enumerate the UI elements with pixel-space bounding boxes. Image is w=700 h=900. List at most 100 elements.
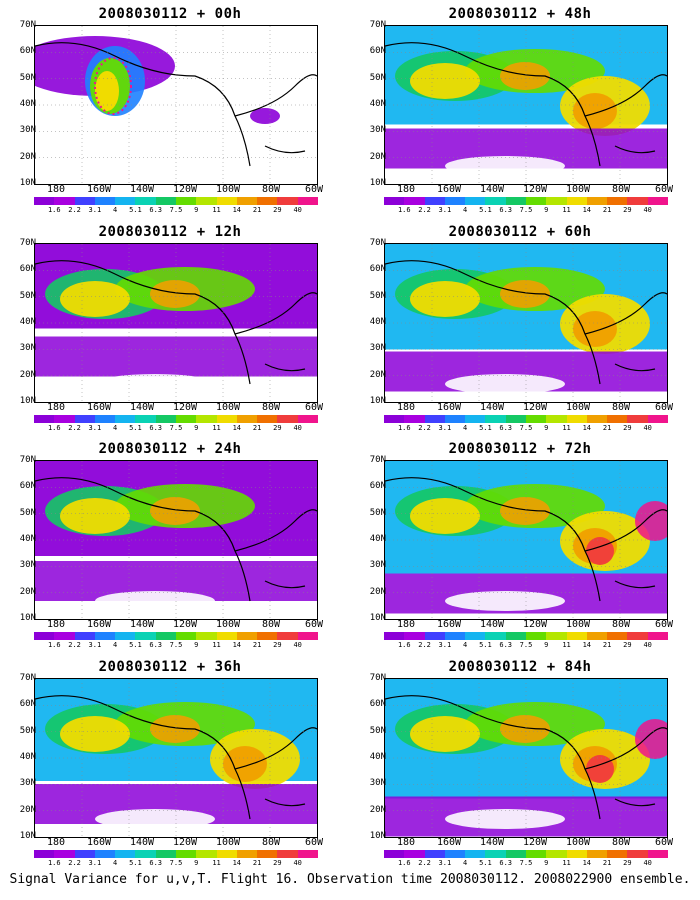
colorbar-label: 3.1	[88, 424, 102, 432]
longitude-tick-label: 60W	[654, 402, 674, 413]
colorbar	[384, 632, 668, 640]
latitude-tick-label: 60N	[369, 699, 386, 710]
longitude-axis: 180 160W 140W 120W 100W 80W 60W	[384, 619, 673, 631]
latitude-tick-label: 10N	[369, 178, 386, 188]
latitude-tick-label: 40N	[369, 99, 386, 109]
colorbar-label: 2.2	[68, 424, 81, 432]
latitude-tick-label: 20N	[369, 586, 386, 597]
colorbar-label: 40	[643, 206, 652, 214]
colorbar-segment	[444, 197, 466, 205]
colorbar-label: 4	[113, 424, 118, 432]
latitude-tick-label: 50N	[369, 72, 386, 83]
colorbar-label: 7.5	[169, 641, 183, 649]
colorbar-segment	[525, 632, 547, 640]
colorbar-label: 5.1	[479, 206, 492, 214]
colorbar-labels: 1.6 2.2 3.1 4 5.1 6.3 7.5 9 11 14 21 29 40	[384, 859, 668, 869]
colorbar-label: 29	[273, 206, 282, 214]
colorbar-label: 4	[463, 424, 468, 432]
latitude-tick-label: 60N	[19, 699, 36, 710]
colorbar-label: 11	[212, 206, 221, 214]
colorbar-label: 11	[212, 424, 221, 432]
longitude-tick-label: 160W	[86, 402, 112, 413]
colorbar	[384, 850, 668, 858]
longitude-tick-label: 140W	[479, 402, 505, 413]
colorbar-labels: 1.6 2.2 3.1 4 5.1 6.3 7.5 9 11 14 21 29 40	[384, 206, 668, 216]
longitude-tick-label: 120W	[172, 619, 198, 630]
colorbar-label: 1.6	[397, 424, 411, 432]
colorbar-label: 2.2	[68, 641, 81, 649]
colorbar-label: 7.5	[519, 424, 533, 432]
colorbar-label: 6.3	[499, 641, 513, 649]
colorbar-segment	[297, 632, 318, 640]
colorbar-label: 6.3	[149, 859, 163, 867]
latitude-tick-label: 60N	[369, 264, 386, 275]
longitude-tick-label: 100W	[215, 402, 241, 413]
map-panel: 2008030112 + 12h 70N 60N 50N 40N 30N 20N 10N 180…	[19, 224, 323, 434]
colorbar-segment	[404, 197, 425, 205]
longitude-tick-label: 140W	[129, 184, 155, 195]
colorbar-segment	[444, 850, 466, 858]
latitude-axis: 70N 60N 50N 40N 30N 20N 10N	[358, 238, 386, 406]
colorbar-label: 21	[252, 206, 262, 214]
latitude-tick-label: 20N	[19, 151, 36, 162]
colorbar-label: 2.2	[68, 859, 81, 867]
colorbar-segment	[277, 415, 298, 423]
colorbar-label: 6.3	[499, 424, 513, 432]
colorbar-labels: 1.6 2.2 3.1 4 5.1 6.3 7.5 9 11 14 21 29 40	[34, 641, 318, 651]
colorbar-label: 40	[643, 641, 652, 649]
colorbar-segment	[196, 632, 217, 640]
colorbar-segment	[236, 197, 258, 205]
colorbar-segment	[135, 415, 156, 423]
longitude-axis: 180 160W 140W 120W 100W 80W 60W	[384, 402, 673, 414]
field-shading	[385, 26, 667, 184]
colorbar-segment	[216, 632, 237, 640]
latitude-tick-label: 40N	[19, 534, 36, 544]
colorbar-label: 1.6	[47, 206, 61, 214]
longitude-axis: 180 160W 140W 120W 100W 80W 60W	[34, 619, 323, 631]
latitude-tick-label: 70N	[19, 20, 36, 30]
colorbar-segment	[607, 197, 628, 205]
colorbar-segment	[546, 632, 567, 640]
colorbar-segment	[465, 415, 486, 423]
latitude-tick-label: 30N	[369, 560, 386, 571]
colorbar-segment	[525, 197, 547, 205]
colorbar-segment	[627, 632, 648, 640]
latitude-axis: 70N 60N 50N 40N 30N 20N 10N	[8, 673, 36, 841]
latitude-tick-label: 40N	[369, 534, 386, 544]
longitude-tick-label: 120W	[172, 837, 198, 848]
longitude-tick-label: 180	[46, 837, 66, 848]
colorbar-label: 3.1	[438, 641, 452, 649]
colorbar-label: 4	[463, 859, 468, 867]
longitude-tick-label: 100W	[215, 837, 241, 848]
longitude-tick-label: 140W	[479, 837, 505, 848]
colorbar-segment	[485, 415, 506, 423]
longitude-tick-label: 180	[396, 837, 416, 848]
longitude-tick-label: 80W	[261, 184, 281, 195]
longitude-tick-label: 80W	[261, 619, 281, 630]
colorbar-label: 14	[232, 206, 242, 214]
map-plot-area	[34, 460, 318, 620]
longitude-axis: 180 160W 140W 120W 100W 80W 60W	[384, 184, 673, 196]
colorbar-segment	[34, 632, 55, 640]
latitude-tick-label: 20N	[19, 369, 36, 380]
colorbar	[34, 415, 318, 423]
latitude-axis: 70N 60N 50N 40N 30N 20N 10N	[8, 455, 36, 623]
longitude-tick-label: 140W	[129, 837, 155, 848]
latitude-tick-label: 70N	[19, 673, 36, 683]
colorbar-label: 5.1	[129, 206, 142, 214]
colorbar-label: 5.1	[479, 859, 492, 867]
latitude-tick-label: 20N	[19, 586, 36, 597]
colorbar	[34, 850, 318, 858]
map-panel: 2008030112 + 36h 70N 60N 50N 40N 30N 20N 10N 180…	[20, 659, 323, 869]
colorbar-label: 6.3	[149, 424, 163, 432]
colorbar-segment	[465, 197, 486, 205]
colorbar-label: 1.6	[47, 859, 61, 867]
colorbar-label: 29	[273, 859, 282, 867]
colorbar-segment	[216, 197, 237, 205]
colorbar-segment	[277, 632, 298, 640]
colorbar-label: 29	[623, 206, 632, 214]
colorbar-segment	[74, 197, 95, 205]
colorbar-label: 11	[562, 859, 571, 867]
colorbar-label: 3.1	[438, 206, 452, 214]
longitude-tick-label: 80W	[611, 184, 631, 195]
